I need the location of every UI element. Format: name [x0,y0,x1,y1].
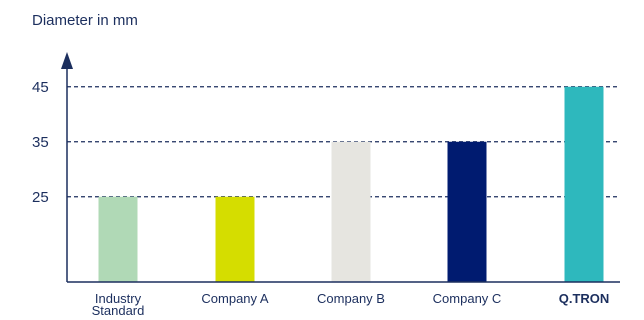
bar-2 [331,141,371,282]
x-tick-label-line: Company A [201,291,269,306]
bar-4 [564,86,604,282]
x-tick-label-1: Company A [201,291,269,306]
x-tick-label-line: Standard [92,303,145,318]
x-tick-label-2: Company B [317,291,385,306]
x-tick-label-3: Company C [433,291,502,306]
y-tick-label-25: 25 [32,189,49,206]
y-tick-labels: 25 35 45 [32,79,49,206]
axes [61,52,620,283]
x-tick-label-line: Industry [95,291,142,306]
bars [98,86,604,282]
y-axis-arrow-icon [61,52,73,69]
x-tick-label-line: Company B [317,291,385,306]
x-tick-labels: Industry Standard Company A Company B Compan… [92,291,610,318]
y-axis-label: Diameter in mm [32,12,138,29]
bar-1 [215,196,255,282]
bar-0 [98,196,138,282]
x-tick-label-line: Q.TRON [559,291,610,306]
bar-3 [447,141,487,282]
x-tick-label-4: Q.TRON [559,291,610,306]
x-tick-label-0: Industry Standard [92,291,145,318]
y-tick-label-35: 35 [32,134,49,151]
y-tick-label-45: 45 [32,79,49,96]
x-tick-label-line: Company C [433,291,502,306]
